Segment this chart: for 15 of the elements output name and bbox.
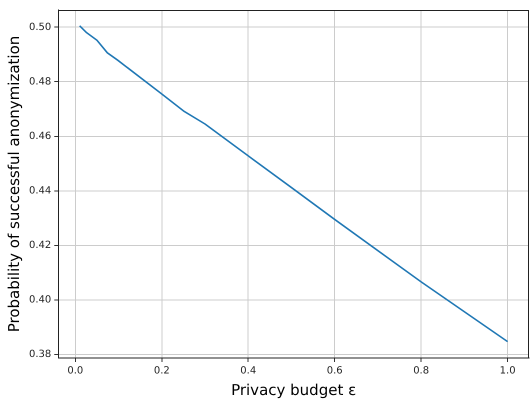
x-axis-title: Privacy budget ε [231, 380, 356, 399]
y-tick-label: 0.48 [29, 76, 52, 88]
y-tick-label: 0.44 [29, 185, 52, 196]
y-tick-label: 0.46 [29, 130, 52, 142]
y-tick-label: 0.40 [29, 294, 52, 306]
y-tick-label: 0.50 [29, 22, 52, 33]
x-tick-label: 0.0 [67, 366, 84, 377]
x-tick-label: 1.0 [500, 366, 516, 377]
x-tick-label: 0.8 [413, 366, 430, 377]
x-tick-label: 0.4 [240, 366, 256, 377]
x-tick-label: 0.6 [326, 366, 343, 377]
y-axis-title: Probability of successful anonymization [4, 36, 23, 332]
y-tick-label: 0.42 [29, 240, 52, 251]
x-tick-label: 0.2 [154, 366, 170, 377]
y-tick-label: 0.38 [29, 349, 52, 360]
